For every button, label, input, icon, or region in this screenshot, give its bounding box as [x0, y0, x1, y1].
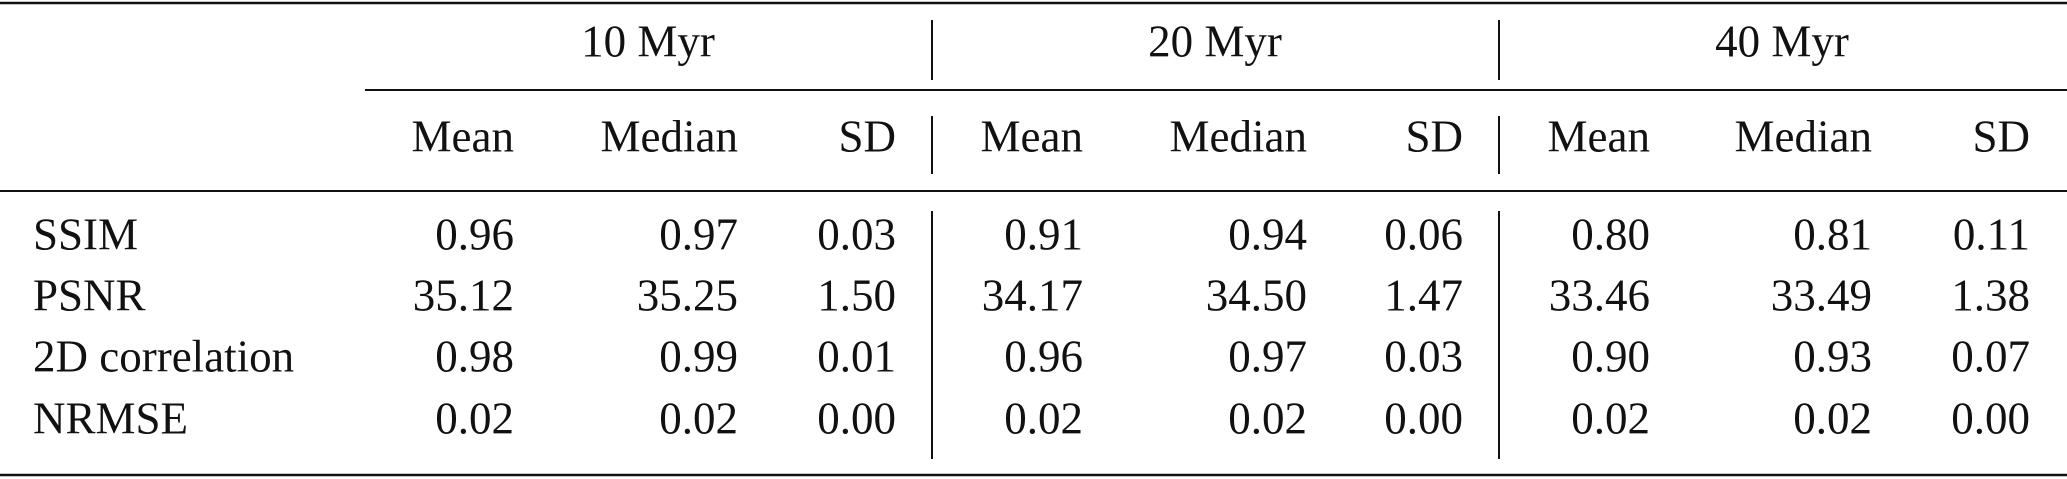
cell: 0.96 [435, 209, 514, 259]
cell: 0.80 [1571, 209, 1650, 259]
cell: 0.97 [1228, 331, 1307, 381]
separators [931, 20, 1500, 459]
cell: 0.06 [1384, 209, 1463, 259]
column-header: SD [1972, 111, 2030, 161]
cell: 33.49 [1771, 270, 1872, 320]
cell: 0.96 [1004, 331, 1083, 381]
cell: 34.17 [982, 270, 1083, 320]
cell: 0.99 [659, 331, 738, 381]
cell: 0.03 [1384, 331, 1463, 381]
cell: 0.01 [817, 331, 896, 381]
row-label: 2D correlation [33, 331, 294, 381]
row-label: SSIM [33, 209, 138, 259]
group-header: 20 Myr [1148, 16, 1282, 66]
row-label: PSNR [33, 270, 146, 320]
row-label: NRMSE [33, 393, 188, 443]
column-header: Median [1735, 111, 1872, 161]
cell: 0.02 [1571, 393, 1650, 443]
cell: 0.00 [1384, 393, 1463, 443]
cell: 0.07 [1951, 331, 2030, 381]
cell: 35.25 [637, 270, 738, 320]
cell: 0.02 [435, 393, 514, 443]
cell: 1.47 [1384, 270, 1463, 320]
cell: 0.98 [435, 331, 514, 381]
cell: 33.46 [1549, 270, 1650, 320]
cell: 0.02 [1004, 393, 1083, 443]
cell: 0.02 [659, 393, 738, 443]
cell: 0.94 [1228, 209, 1307, 259]
cell: 0.02 [1228, 393, 1307, 443]
cell: 0.00 [1951, 393, 2030, 443]
column-header: Median [1170, 111, 1307, 161]
group-header: 10 Myr [581, 16, 715, 66]
column-header: Median [601, 111, 738, 161]
column-header: Mean [412, 111, 514, 161]
cell: 0.90 [1571, 331, 1650, 381]
cell: 0.81 [1793, 209, 1872, 259]
cell: 35.12 [413, 270, 514, 320]
cell: 1.38 [1951, 270, 2030, 320]
cell: 0.11 [1953, 209, 2030, 259]
group-header: 40 Myr [1715, 16, 1849, 66]
column-header: Mean [981, 111, 1083, 161]
cell: 0.00 [817, 393, 896, 443]
cell: 0.97 [659, 209, 738, 259]
cell: 0.91 [1004, 209, 1083, 259]
column-header: Mean [1548, 111, 1650, 161]
cell: 0.03 [817, 209, 896, 259]
cell: 34.50 [1206, 270, 1307, 320]
cell: 1.50 [817, 270, 896, 320]
cell: 0.02 [1793, 393, 1872, 443]
column-header: SD [838, 111, 896, 161]
cell: 0.93 [1793, 331, 1872, 381]
column-header: SD [1405, 111, 1463, 161]
